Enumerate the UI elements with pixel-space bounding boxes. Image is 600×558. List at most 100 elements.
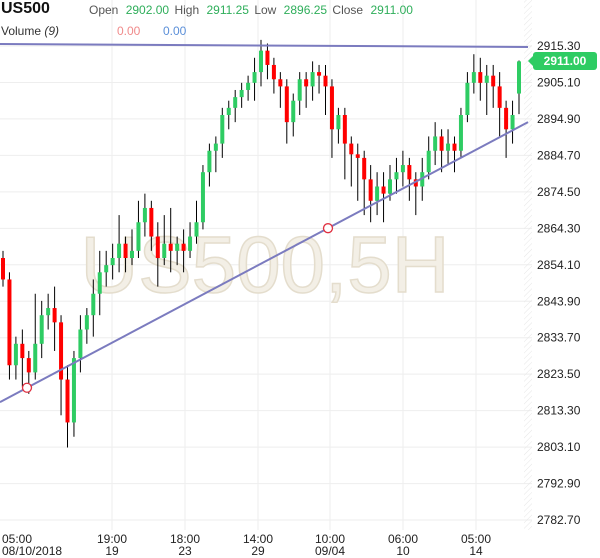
candle [471, 54, 476, 94]
volume-indicator[interactable]: Volume (9) [1, 24, 59, 38]
candle [142, 193, 147, 237]
candle [265, 43, 270, 80]
candle [52, 286, 57, 351]
candle-body [20, 343, 25, 359]
candle-body [484, 75, 489, 83]
x-tick-date: 10 [396, 544, 410, 558]
candle-body [130, 250, 134, 258]
candle [46, 293, 51, 330]
candle [252, 57, 257, 101]
candle-body [155, 236, 160, 258]
y-tick-label: 2864.30 [537, 221, 581, 235]
volume-value-2: 0.00 [163, 24, 187, 38]
candle-body [65, 379, 70, 423]
candle [162, 215, 167, 266]
candle [207, 143, 212, 187]
candle-body [504, 107, 509, 130]
volume-label: Volume [1, 24, 42, 38]
candle [226, 100, 231, 130]
watermark: US500,5H [80, 220, 449, 309]
candle [446, 129, 451, 166]
symbol-title: US500 [1, 0, 50, 17]
candle-body [458, 114, 463, 151]
candle [39, 300, 44, 359]
x-tick-date: 14 [469, 544, 483, 558]
candle-body [162, 243, 167, 258]
candle-body [413, 179, 418, 187]
candle [1, 250, 5, 287]
candle-body [491, 75, 496, 87]
candle-body [239, 89, 244, 98]
candle [342, 107, 347, 180]
candle-body [213, 143, 218, 151]
candle-body [381, 186, 386, 194]
candle-body [368, 179, 373, 201]
y-tick-label: 2782.70 [537, 513, 581, 527]
candle [20, 329, 25, 387]
candle [291, 93, 296, 137]
candle-body [91, 293, 96, 316]
candle [149, 200, 154, 251]
candle [233, 89, 238, 123]
candle [452, 136, 457, 173]
candle [304, 72, 309, 108]
candle-body [59, 322, 64, 380]
candle-body [13, 343, 18, 366]
trendline-anchor-handle[interactable] [21, 382, 33, 393]
candle [355, 143, 360, 201]
close-value: 2911.00 [370, 3, 413, 17]
open-value: 2902.00 [125, 3, 170, 17]
candle-body [123, 243, 128, 258]
candle [381, 172, 386, 223]
x-tick-time: 05:00 [461, 532, 491, 546]
candle-body [194, 222, 199, 237]
y-tick-label: 2803.10 [537, 440, 581, 454]
low-value: 2896.25 [283, 3, 328, 17]
x-axis: 05:0008/10/201819:001918:002314:002910:0… [2, 532, 491, 558]
volume-period: (9) [44, 24, 60, 38]
candle [284, 79, 289, 144]
rising-trendline [0, 121, 529, 403]
candle-body [220, 114, 225, 144]
high-label: High [174, 3, 200, 17]
candle [84, 308, 89, 344]
candle-body [1, 257, 5, 280]
y-tick-label: 2854.10 [537, 258, 581, 272]
candle-body [226, 107, 231, 115]
y-tick-label: 2792.90 [537, 477, 581, 491]
candle-body [323, 75, 328, 87]
x-tick-time: 06:00 [388, 532, 418, 546]
candle [368, 165, 373, 223]
candle-body [188, 236, 193, 251]
candle [65, 365, 70, 448]
axis-hatch [524, 0, 532, 530]
candle [78, 315, 83, 373]
candle-body [510, 114, 515, 130]
candle [310, 61, 315, 101]
candle [155, 222, 160, 287]
y-tick-label: 2915.30 [537, 39, 581, 53]
candle-body [233, 97, 238, 108]
candle [478, 57, 483, 101]
candle-body [497, 86, 502, 108]
y-tick-label: 2833.70 [537, 331, 581, 345]
candle-body [433, 136, 438, 151]
candle [271, 57, 276, 94]
candle-body [52, 308, 57, 323]
candle [297, 72, 302, 115]
candle-body [271, 64, 276, 80]
candle-body [446, 143, 451, 151]
candle [200, 165, 205, 230]
trendlines[interactable] [0, 43, 529, 403]
y-tick-label: 2843.90 [537, 294, 581, 308]
candle [33, 293, 38, 380]
candle-body [452, 143, 457, 151]
trendline-anchor-handle[interactable] [322, 223, 334, 234]
x-tick-date: 19 [105, 544, 119, 558]
candle-body [471, 72, 476, 83]
candle [104, 250, 109, 287]
x-tick-time: 14:00 [243, 532, 273, 546]
candle-body [33, 343, 38, 373]
candle [433, 122, 438, 166]
